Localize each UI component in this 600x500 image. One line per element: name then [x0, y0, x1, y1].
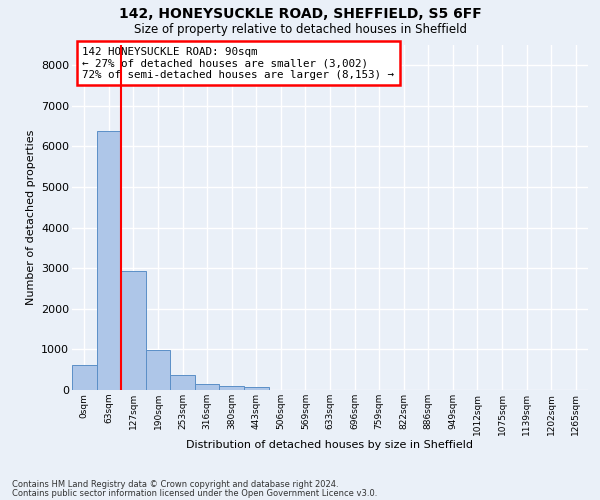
- X-axis label: Distribution of detached houses by size in Sheffield: Distribution of detached houses by size …: [187, 440, 473, 450]
- Bar: [121, 272, 146, 390]
- Text: Size of property relative to detached houses in Sheffield: Size of property relative to detached ho…: [133, 22, 467, 36]
- Text: 142, HONEYSUCKLE ROAD, SHEFFIELD, S5 6FF: 142, HONEYSUCKLE ROAD, SHEFFIELD, S5 6FF: [119, 8, 481, 22]
- Text: Contains public sector information licensed under the Open Government Licence v3: Contains public sector information licen…: [12, 489, 377, 498]
- Bar: [146, 350, 170, 390]
- Bar: [72, 365, 97, 390]
- Bar: [170, 375, 195, 390]
- Bar: [244, 387, 269, 390]
- Y-axis label: Number of detached properties: Number of detached properties: [26, 130, 35, 305]
- Bar: [220, 386, 244, 390]
- Text: Contains HM Land Registry data © Crown copyright and database right 2024.: Contains HM Land Registry data © Crown c…: [12, 480, 338, 489]
- Text: 142 HONEYSUCKLE ROAD: 90sqm
← 27% of detached houses are smaller (3,002)
72% of : 142 HONEYSUCKLE ROAD: 90sqm ← 27% of det…: [82, 46, 394, 80]
- Bar: [97, 131, 121, 390]
- Bar: [195, 384, 220, 390]
